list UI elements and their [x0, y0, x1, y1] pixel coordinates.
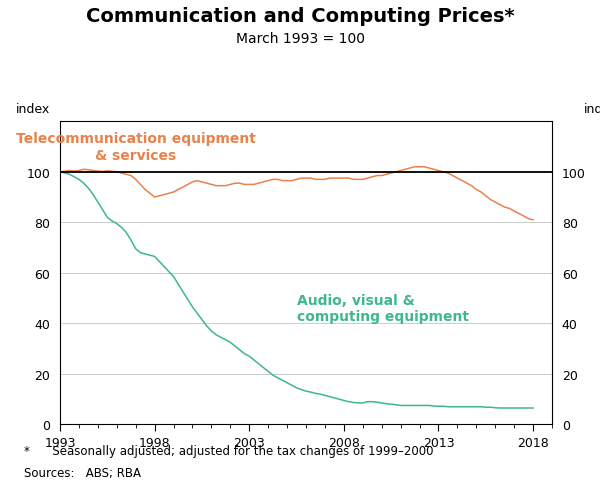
- Text: March 1993 = 100: March 1993 = 100: [235, 32, 365, 46]
- Text: index: index: [16, 103, 50, 116]
- Text: index: index: [584, 103, 600, 116]
- Text: *      Seasonally adjusted; adjusted for the tax changes of 1999–2000: * Seasonally adjusted; adjusted for the …: [24, 444, 433, 457]
- Text: Audio, visual &
computing equipment: Audio, visual & computing equipment: [296, 293, 469, 324]
- Text: Telecommunication equipment
& services: Telecommunication equipment & services: [16, 132, 256, 163]
- Text: Sources:   ABS; RBA: Sources: ABS; RBA: [24, 466, 141, 479]
- Text: Communication and Computing Prices*: Communication and Computing Prices*: [86, 7, 514, 26]
